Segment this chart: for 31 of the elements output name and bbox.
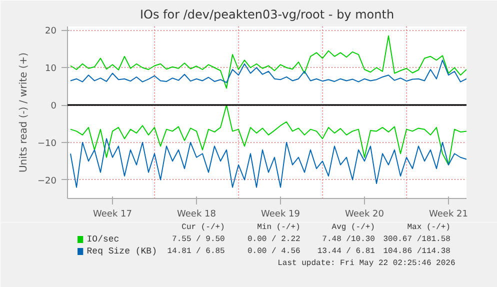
x-tick-label: Week 18 [177, 210, 216, 220]
text: 104.86 /114.38 [383, 247, 451, 256]
text: Cur (-/+) [182, 223, 225, 232]
y-tick-label: 20 [45, 26, 57, 37]
x-tick-label: Week 21 [429, 210, 468, 220]
y-tick-label: 10 [45, 64, 57, 74]
legend-label: Req Size (KB) [86, 246, 157, 256]
text: Avg (-/+) [332, 223, 375, 232]
text: Last update: Fri May 22 02:25:46 2026 [278, 259, 456, 268]
line-series [70, 138, 466, 188]
x-tick-label: Week 19 [261, 210, 300, 220]
text: Max (-/+) [407, 223, 450, 232]
line-series [70, 60, 466, 84]
text: 13.44 / 6.81 [317, 247, 376, 256]
text: 7.48 /10.30 [322, 235, 376, 244]
x-tick-label: Week 20 [345, 210, 384, 220]
text: 7.55 / 9.50 [172, 235, 226, 244]
text: 0.00 / 4.56 [248, 247, 301, 256]
legend-label: IO/sec [86, 234, 120, 244]
line-series [70, 35, 466, 89]
text: 300.67 /181.58 [383, 235, 451, 244]
y-axis-title: Units read (-) / write (+) [18, 52, 30, 173]
x-tick-label: Week 17 [93, 210, 132, 220]
text: 14.81 / 6.85 [167, 247, 226, 256]
y-tick-label: −20 [38, 176, 57, 186]
text: 0.00 / 2.22 [248, 235, 301, 244]
chart-title: IOs for /dev/peakten03-vg/root - by month [140, 8, 394, 22]
y-tick-label: 0 [50, 102, 57, 112]
line-series [70, 104, 466, 166]
text: Min (-/+) [257, 223, 300, 232]
y-tick-label: −10 [38, 138, 57, 149]
